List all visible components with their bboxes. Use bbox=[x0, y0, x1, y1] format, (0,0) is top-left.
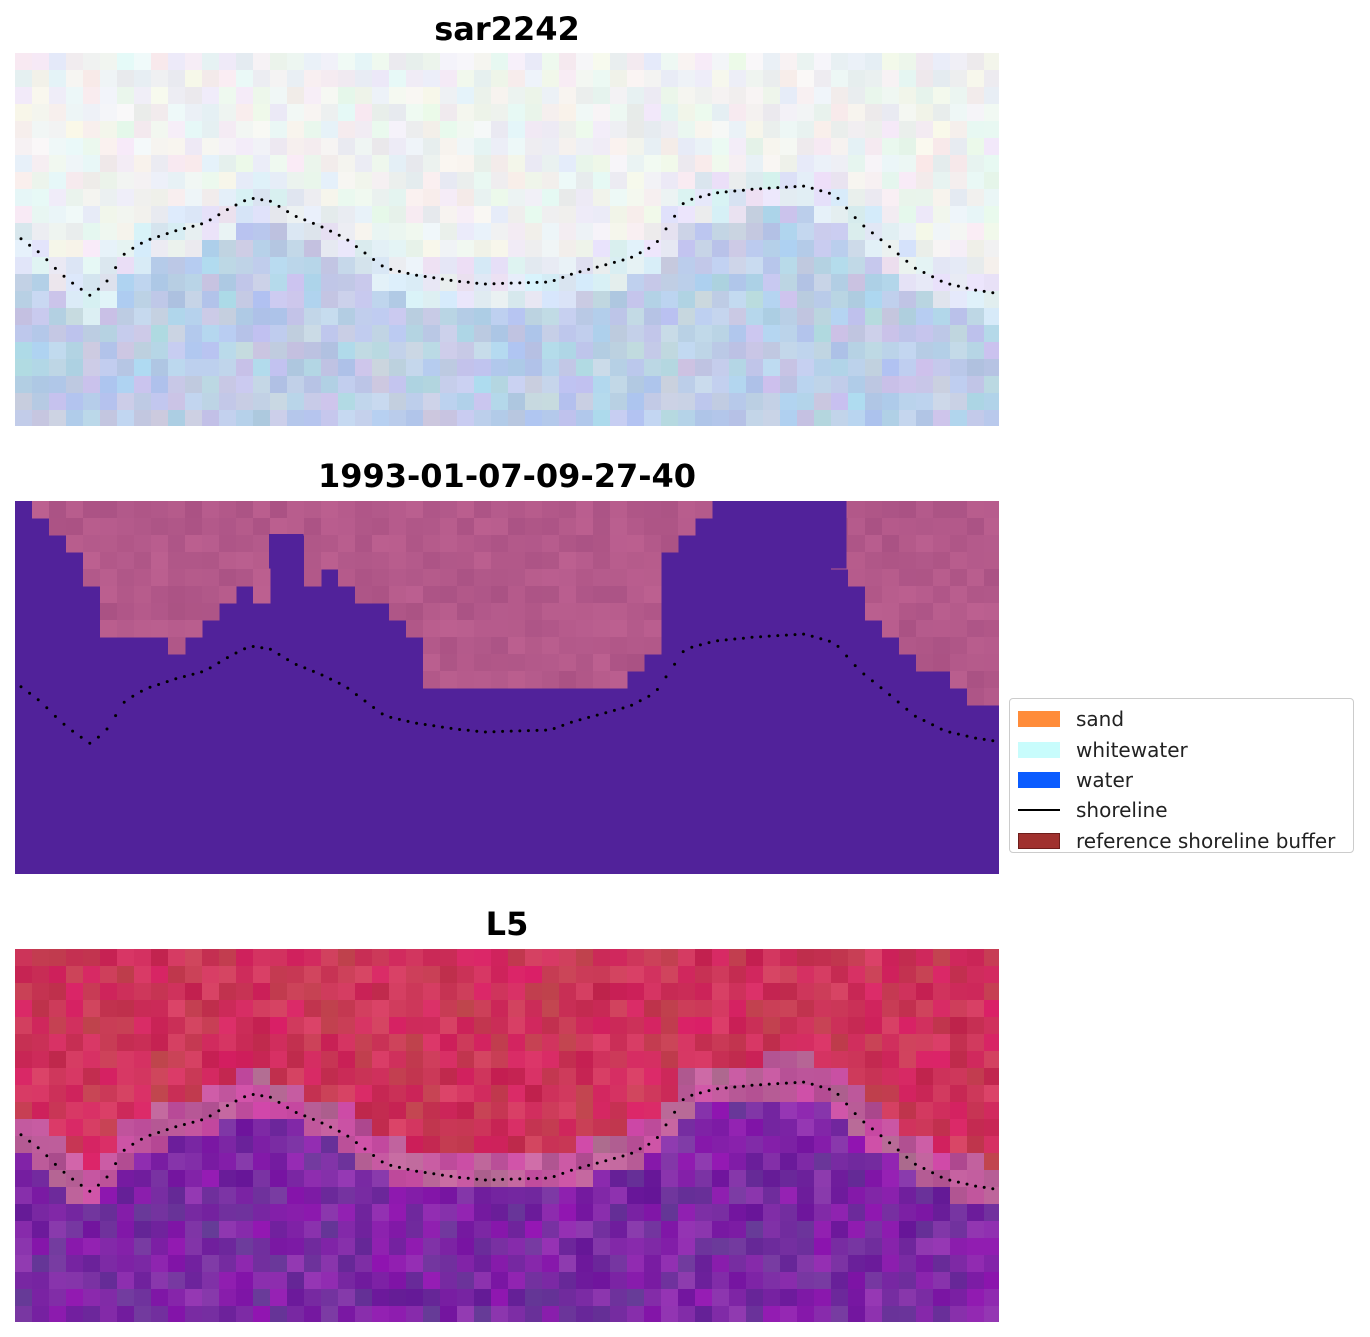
legend-label-whitewater: whitewater bbox=[1076, 737, 1188, 762]
legend: sand whitewater water shoreline referenc… bbox=[1009, 698, 1354, 853]
legend-item-shoreline: shoreline bbox=[1010, 795, 1353, 825]
legend-item-water: water bbox=[1010, 765, 1353, 795]
shoreline-dots bbox=[19, 1080, 995, 1193]
legend-label-water: water bbox=[1076, 767, 1133, 792]
panel-title-sar: sar2242 bbox=[434, 10, 580, 48]
sand-swatch bbox=[1018, 711, 1060, 728]
shoreline-dots bbox=[19, 632, 995, 745]
sar-image-panel bbox=[15, 53, 999, 426]
legend-label-sand: sand bbox=[1076, 707, 1125, 732]
legend-label-shoreline: shoreline bbox=[1076, 798, 1168, 823]
index-image-panel bbox=[15, 949, 999, 1322]
shoreline-dots bbox=[19, 184, 995, 297]
legend-item-whitewater: whitewater bbox=[1010, 734, 1353, 764]
reference-buffer-swatch bbox=[1018, 832, 1060, 849]
panel-title-date: 1993-01-07-09-27-40 bbox=[317, 457, 697, 495]
whitewater-swatch bbox=[1018, 741, 1060, 758]
classified-image-panel bbox=[15, 501, 999, 874]
legend-item-sand: sand bbox=[1010, 704, 1353, 734]
water-swatch bbox=[1018, 771, 1060, 788]
panel-title-l5: L5 bbox=[485, 905, 529, 943]
legend-label-reference-buffer: reference shoreline buffer bbox=[1076, 828, 1336, 853]
legend-item-reference-buffer: reference shoreline buffer bbox=[1010, 826, 1353, 856]
shoreline-line-swatch bbox=[1018, 809, 1060, 812]
